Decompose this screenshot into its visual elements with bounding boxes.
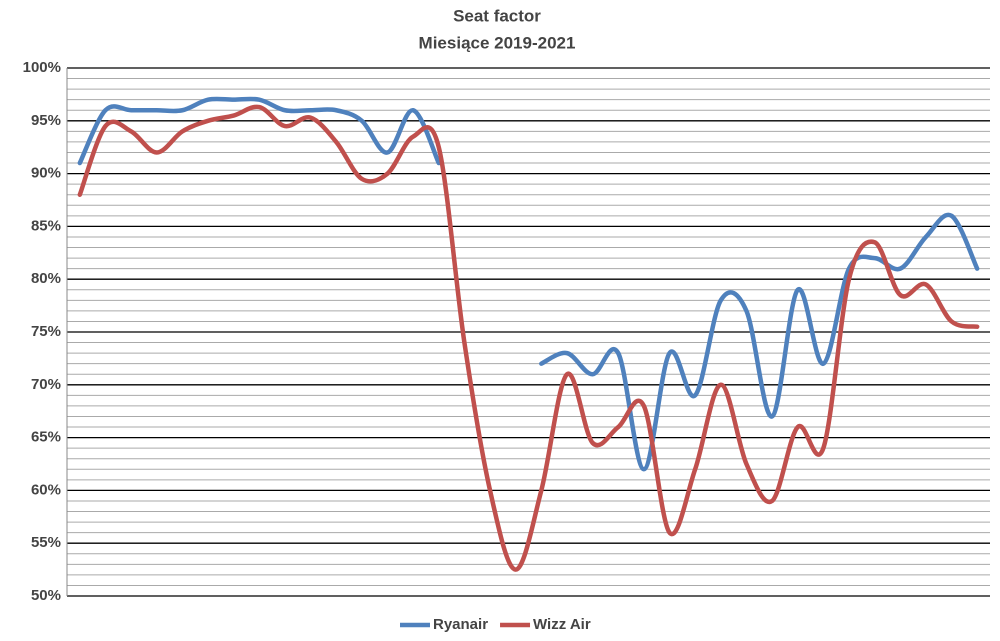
chart-title: Seat factor <box>453 6 541 25</box>
legend-label: Ryanair <box>433 616 488 633</box>
y-tick-label: 80% <box>31 270 61 287</box>
legend-label: Wizz Air <box>533 616 591 633</box>
y-tick-label: 55% <box>31 534 61 551</box>
y-tick-label: 95% <box>31 112 61 129</box>
series-line <box>77 96 442 166</box>
y-tick-label: 50% <box>31 587 61 604</box>
series-line <box>77 104 980 572</box>
y-tick-label: 65% <box>31 429 61 446</box>
y-tick-label: 70% <box>31 376 61 393</box>
y-tick-label: 60% <box>31 481 61 498</box>
series-line <box>539 212 980 472</box>
y-tick-label: 85% <box>31 217 61 234</box>
y-tick-label: 90% <box>31 165 61 182</box>
y-tick-label: 100% <box>23 59 61 76</box>
chart-subtitle: Miesiące 2019-2021 <box>419 33 576 52</box>
y-tick-label: 75% <box>31 323 61 340</box>
